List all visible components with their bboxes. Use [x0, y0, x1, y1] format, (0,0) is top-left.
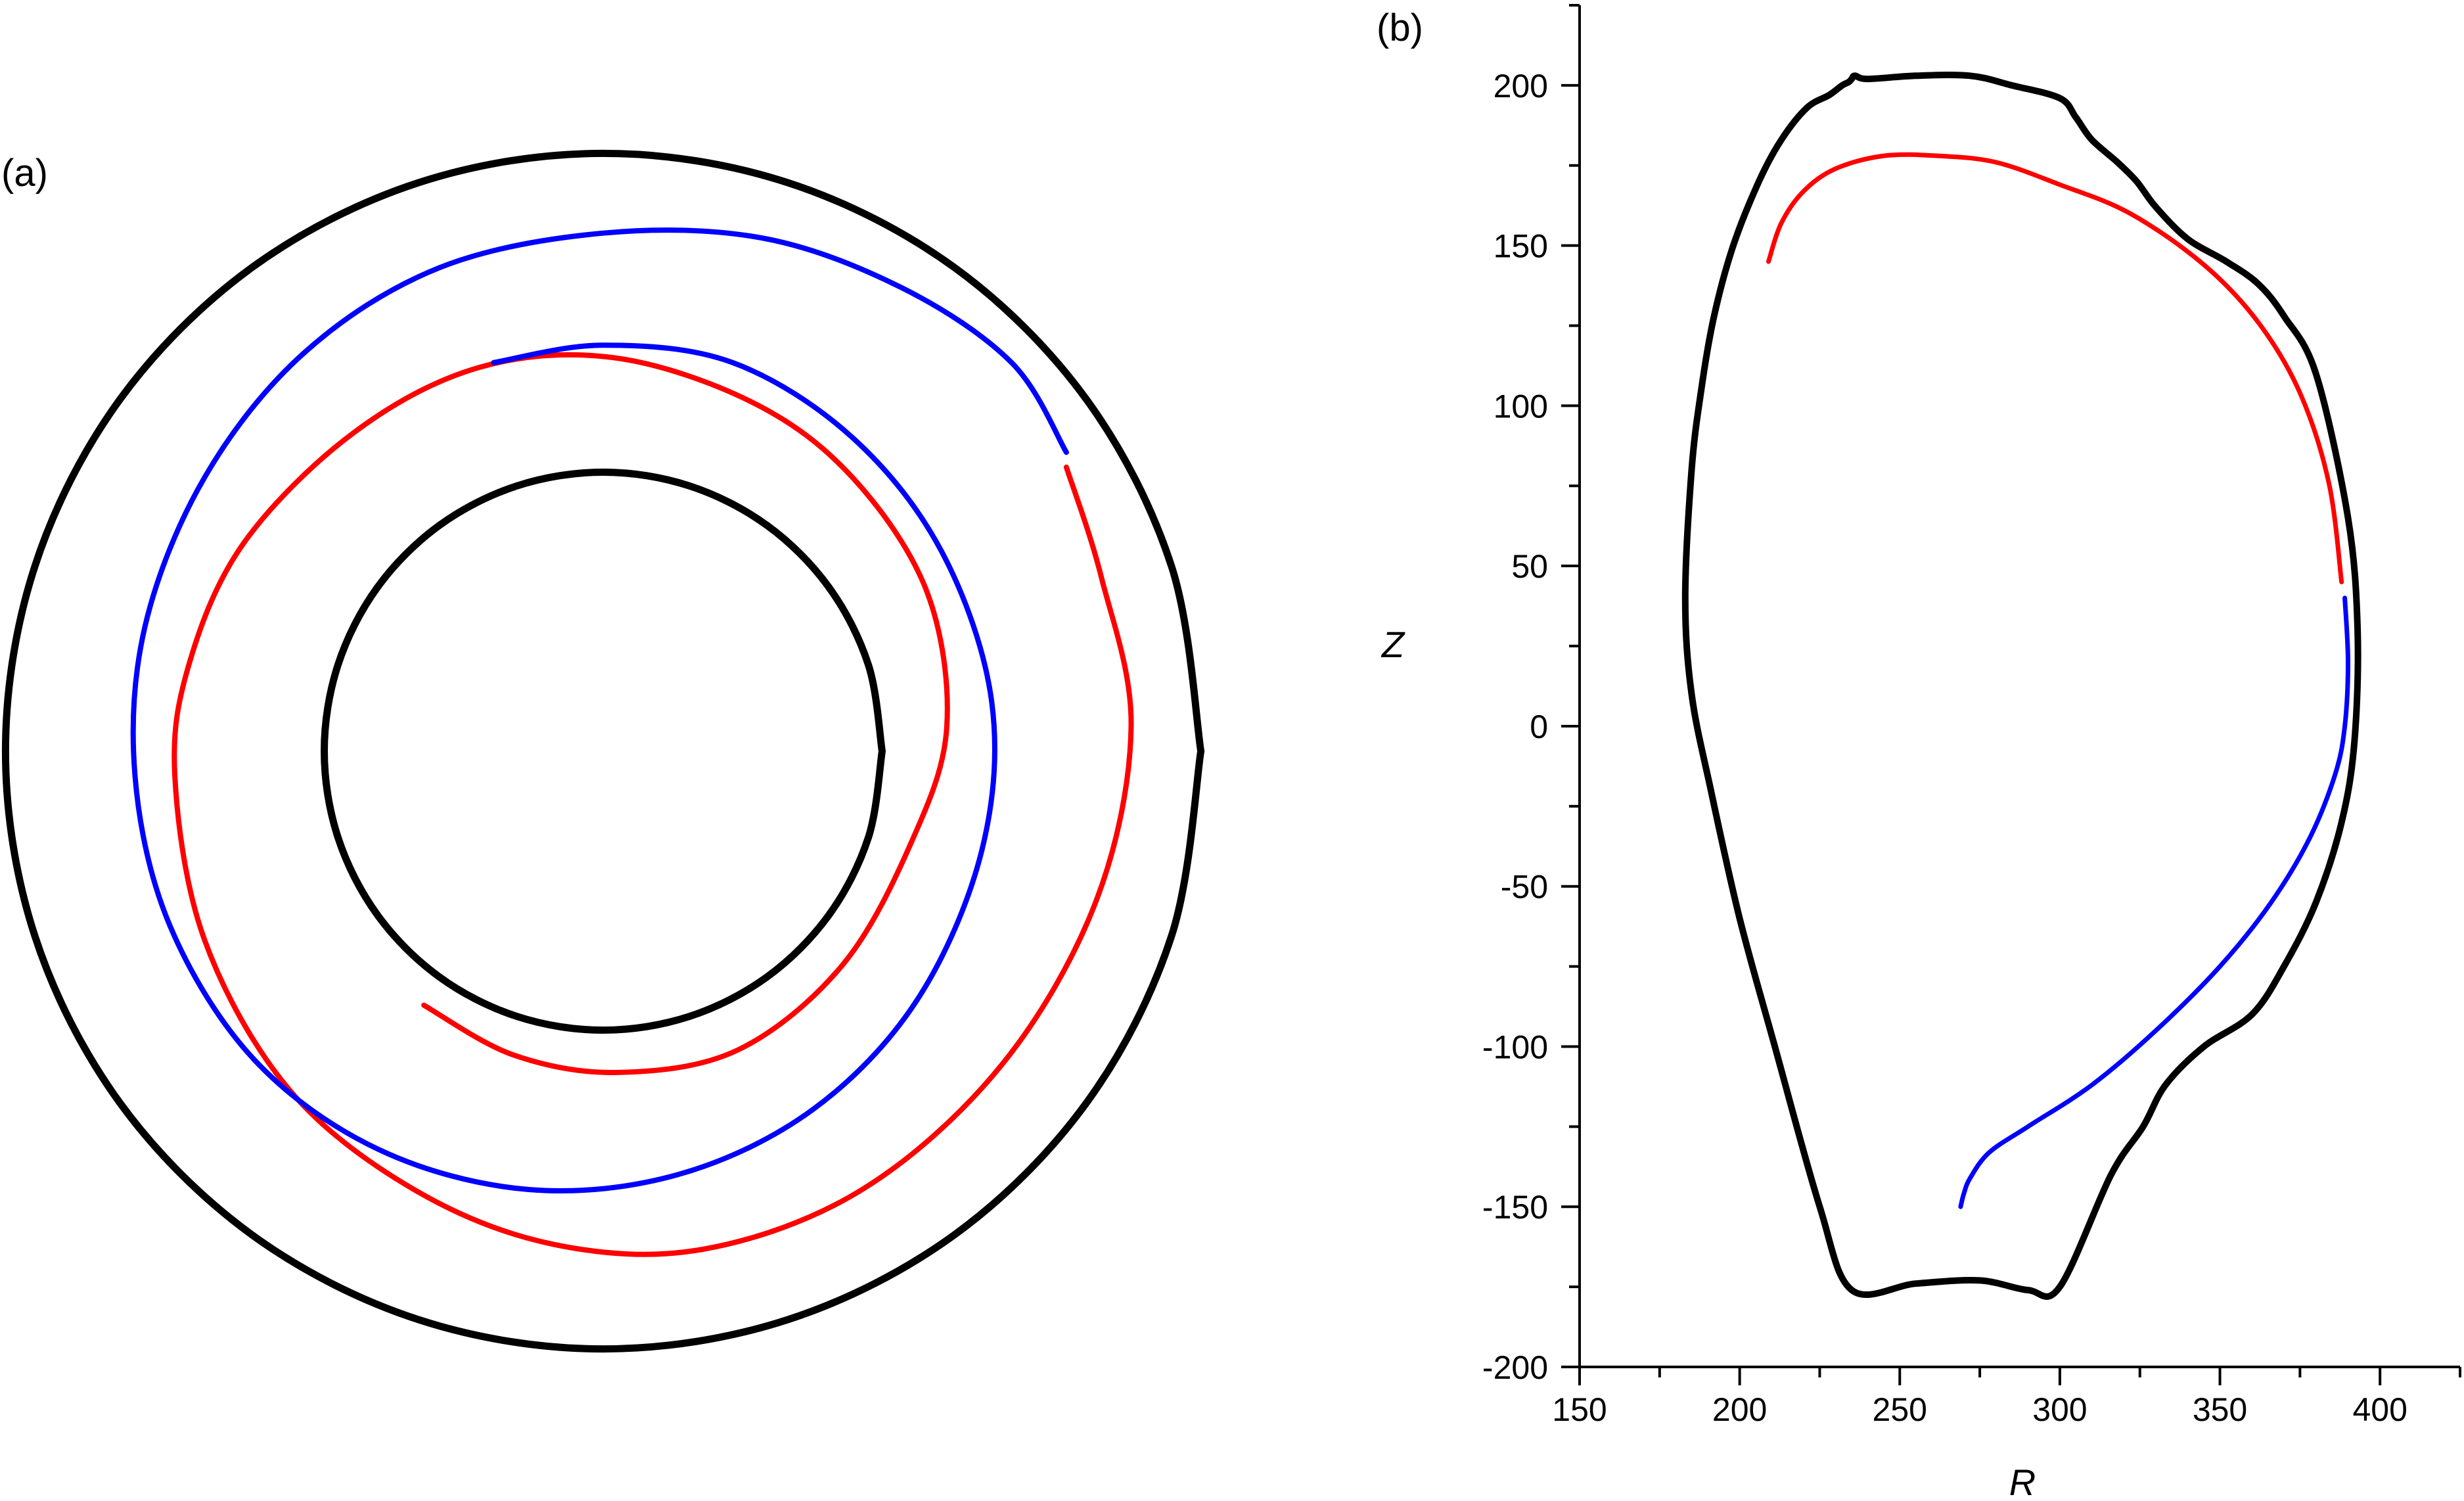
y-tick-label: 150 — [1494, 228, 1548, 265]
x-axis-title: R — [2009, 1462, 2036, 1501]
x-tick-label: 150 — [1552, 1391, 1607, 1428]
panel-b-axes: -200 -150 -100 -50 0 50 100 150 200 150 200 250 300 3… — [1482, 4, 2461, 1428]
wall-boundary-line — [1681, 71, 2361, 1300]
panel-b-curves — [1681, 71, 2361, 1300]
y-tick-label: 200 — [1494, 68, 1548, 104]
blue-orbit-line — [1958, 595, 2350, 1209]
y-tick-label: -100 — [1482, 1028, 1548, 1065]
red-orbit-line — [1766, 152, 2344, 585]
inner-wall-circle — [321, 469, 886, 1034]
y-axis-title: Z — [1380, 624, 1405, 665]
x-tick-label: 200 — [1712, 1391, 1767, 1428]
panel-a-top-view: (a) — [1, 149, 1205, 1353]
y-tick-label: -150 — [1482, 1189, 1548, 1226]
red-orbit-line — [171, 352, 1134, 1257]
y-tick-label: 100 — [1494, 388, 1548, 425]
outer-wall-circle — [1, 149, 1205, 1353]
x-tick-label: 300 — [2032, 1391, 2087, 1428]
panel-a-curves — [1, 149, 1205, 1353]
panel-b-label: (b) — [1377, 7, 1423, 49]
y-tick-label: -50 — [1501, 869, 1548, 906]
x-tick-label: 250 — [1873, 1391, 1927, 1428]
panel-a-label: (a) — [1, 152, 48, 195]
blue-orbit-line — [130, 227, 1069, 1194]
x-tick-label: 350 — [2193, 1391, 2247, 1428]
y-tick-label: -200 — [1482, 1349, 1548, 1386]
y-tick-label: 50 — [1511, 548, 1548, 585]
panel-b-poloidal-view: (b) -200 -150 -100 -50 0 50 100 150 200 150 200 250… — [1377, 4, 2461, 1501]
y-tick-label: 0 — [1530, 708, 1548, 745]
x-tick-label: 400 — [2352, 1391, 2407, 1428]
